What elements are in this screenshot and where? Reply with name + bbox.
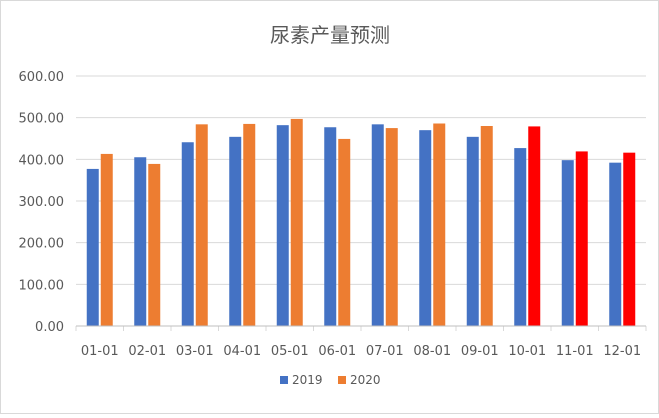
legend-label-2019: 2019 — [292, 373, 323, 387]
legend-label-2020: 2020 — [350, 373, 381, 387]
y-axis: 0.00 100.00 200.00 300.00 400.00 500.00 600.00 — [19, 70, 65, 335]
bar-2019-08-01 — [419, 130, 432, 326]
gridlines — [76, 75, 646, 327]
x-tick-label: 12-01 — [603, 344, 641, 359]
bar-2019-03-01 — [181, 142, 194, 326]
x-tick-label: 11-01 — [556, 344, 594, 359]
bar-2019-04-01 — [229, 136, 242, 326]
y-tick-label: 400.00 — [19, 153, 65, 168]
legend: 2019 2020 — [280, 373, 381, 387]
bar-2020-07-01 — [385, 128, 398, 326]
x-tick-label: 01-01 — [81, 344, 119, 359]
x-tick-label: 05-01 — [271, 344, 309, 359]
bar-2020-12-01 — [623, 152, 636, 326]
x-tick-label: 09-01 — [461, 344, 499, 359]
bar-2020-04-01 — [243, 123, 256, 327]
x-tick-label: 03-01 — [176, 344, 214, 359]
bar-2020-08-01 — [433, 123, 446, 326]
legend-swatch-2019 — [280, 376, 288, 384]
bar-2019-09-01 — [466, 136, 479, 326]
bar-2019-10-01 — [514, 148, 527, 326]
y-tick-label: 100.00 — [19, 278, 65, 293]
bar-2019-01-01 — [86, 168, 99, 326]
legend-swatch-2020 — [338, 376, 346, 384]
bar-2019-05-01 — [276, 125, 289, 327]
bar-2020-06-01 — [338, 138, 351, 326]
x-tick-label: 02-01 — [128, 344, 166, 359]
bar-2020-01-01 — [100, 153, 113, 326]
y-tick-label: 0.00 — [35, 320, 64, 335]
y-tick-label: 200.00 — [19, 237, 65, 252]
x-tick-label: 06-01 — [318, 344, 356, 359]
x-tick-label: 10-01 — [508, 344, 546, 359]
bar-2019-06-01 — [324, 127, 337, 326]
bar-2020-11-01 — [575, 151, 588, 326]
bar-2019-12-01 — [609, 162, 622, 326]
x-tick-label: 04-01 — [223, 344, 261, 359]
y-tick-label: 300.00 — [19, 195, 65, 210]
y-tick-label: 600.00 — [19, 70, 65, 85]
chart-title: 尿素产量预测 — [270, 23, 390, 47]
x-tick-label: 07-01 — [366, 344, 404, 359]
bar-2019-02-01 — [134, 157, 147, 326]
bars — [86, 118, 636, 327]
y-tick-label: 500.00 — [19, 112, 65, 127]
bar-2020-03-01 — [195, 124, 208, 326]
x-tick-label: 08-01 — [413, 344, 451, 359]
bar-2019-07-01 — [371, 124, 384, 326]
bar-2020-10-01 — [528, 126, 541, 327]
bar-2020-02-01 — [148, 163, 161, 326]
bar-2019-11-01 — [561, 160, 574, 326]
bar-2020-05-01 — [290, 118, 303, 327]
x-axis: 01-01 02-01 03-01 04-01 05-01 06-01 07-01 08-01… — [75, 325, 647, 359]
bar-2020-09-01 — [480, 126, 493, 326]
